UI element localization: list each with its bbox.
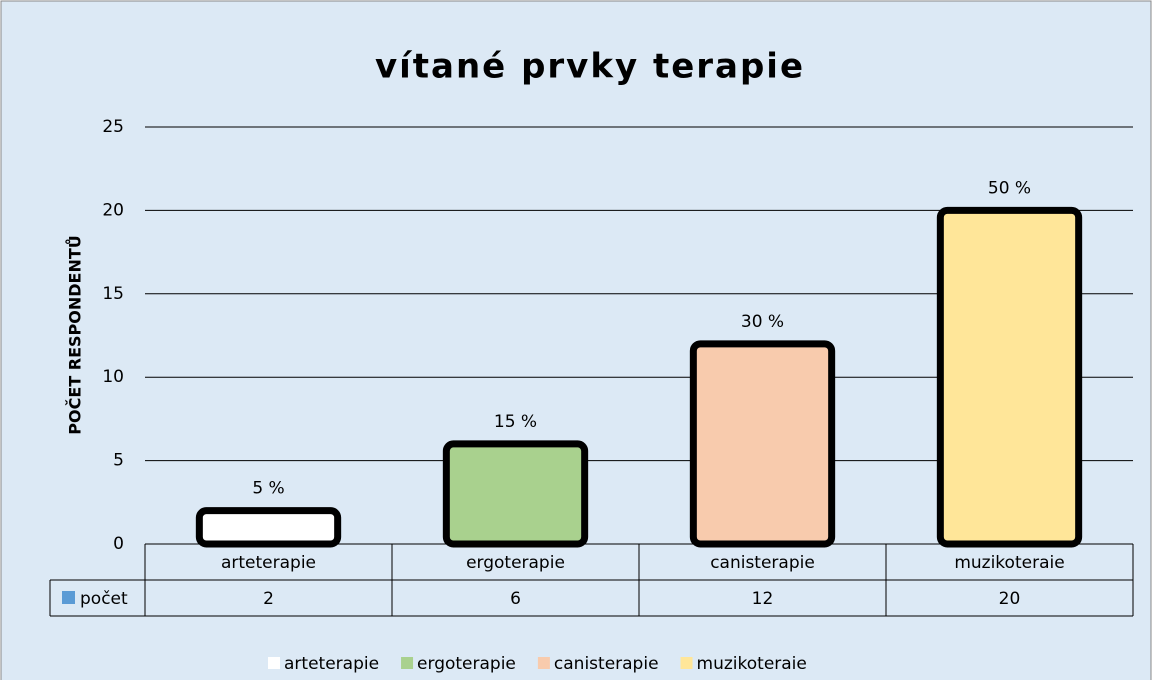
x-tick-label: ergoterapie — [466, 553, 565, 573]
table-series-name: počet — [80, 589, 128, 609]
legend-key — [537, 657, 550, 669]
legend-key — [680, 657, 693, 669]
legend-label: canisterapie — [554, 654, 659, 674]
bar — [936, 206, 1083, 548]
y-tick-label: 25 — [102, 117, 124, 137]
y-tick-label: 0 — [113, 534, 124, 554]
bar — [442, 440, 589, 548]
x-tick-label: muzikoteraie — [954, 553, 1064, 573]
table-value: 12 — [752, 589, 774, 609]
value-label: 15 % — [494, 412, 537, 432]
y-tick-label: 10 — [102, 367, 124, 387]
y-tick-label: 20 — [102, 200, 124, 220]
y-tick-label: 5 — [113, 451, 124, 471]
x-tick-label: canisterapie — [710, 553, 815, 573]
bar — [195, 507, 342, 548]
bar — [689, 340, 836, 548]
legend-key — [268, 657, 280, 669]
x-tick-label: arteterapie — [221, 553, 316, 573]
table-value: 20 — [999, 589, 1021, 609]
legend-key — [62, 591, 75, 604]
table-value: 6 — [510, 589, 521, 609]
value-label: 30 % — [741, 312, 784, 332]
legend-label: muzikoteraie — [697, 654, 807, 674]
value-label: 5 % — [252, 479, 284, 499]
legend-label: arteterapie — [284, 654, 379, 674]
legend-key — [401, 657, 414, 669]
value-label: 50 % — [988, 178, 1031, 198]
y-axis-label: POČET RESPONDENTŮ — [66, 235, 85, 434]
y-tick-label: 15 — [102, 284, 124, 304]
legend-label: ergoterapie — [417, 654, 516, 674]
chart-title: vítané prvky terapie — [375, 47, 805, 87]
table-value: 2 — [263, 589, 274, 609]
